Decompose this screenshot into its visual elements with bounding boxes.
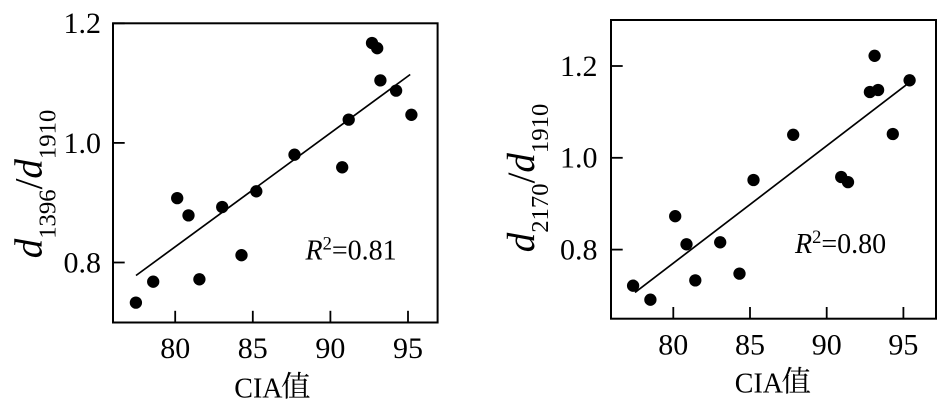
svg-text:1.0: 1.0	[64, 127, 102, 160]
svg-text:90: 90	[315, 332, 345, 365]
svg-text:0.8: 0.8	[64, 246, 102, 279]
svg-text:95: 95	[393, 332, 423, 365]
svg-text:85: 85	[238, 332, 268, 365]
svg-text:0.8: 0.8	[560, 234, 598, 267]
svg-text:80: 80	[160, 332, 190, 365]
svg-text:90: 90	[812, 328, 842, 361]
svg-text:95: 95	[888, 328, 918, 361]
svg-text:R2=0.81: R2=0.81	[305, 235, 397, 267]
svg-text:1.2: 1.2	[64, 7, 102, 40]
svg-text:85: 85	[735, 328, 765, 361]
svg-text:CIA: CIA	[735, 369, 784, 400]
svg-text:80: 80	[658, 328, 688, 361]
svg-text:1.2: 1.2	[560, 50, 598, 83]
svg-text:CIA: CIA	[234, 374, 283, 405]
svg-text:1.0: 1.0	[560, 142, 598, 175]
svg-text:R2=0.80: R2=0.80	[794, 228, 886, 260]
